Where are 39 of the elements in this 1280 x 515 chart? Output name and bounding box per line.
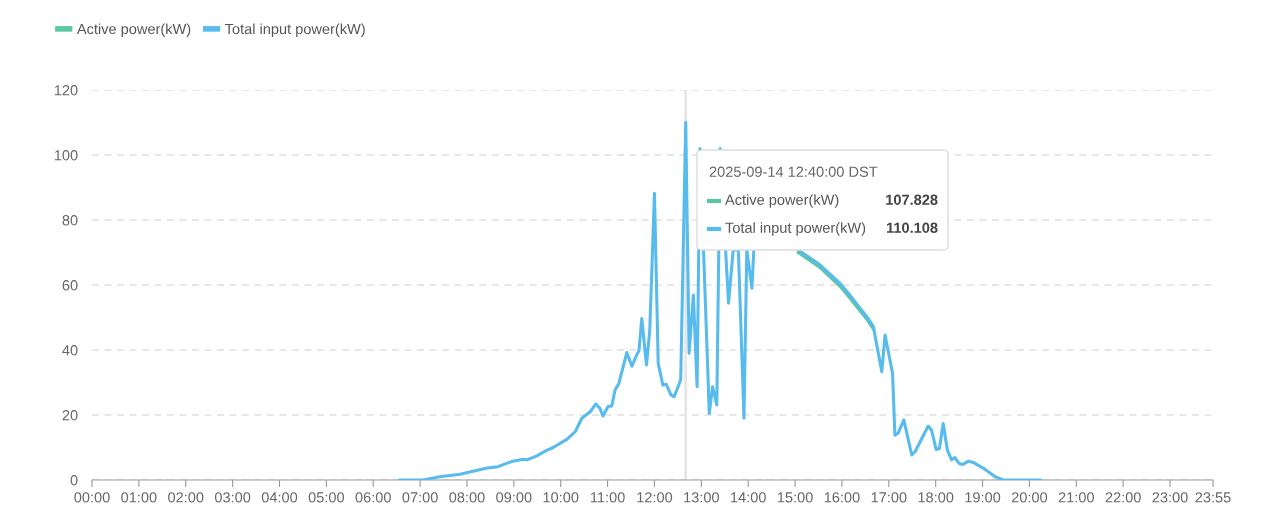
x-tick-label: 15:00 <box>777 492 813 503</box>
x-tick-label: 13:00 <box>684 492 719 503</box>
x-tick-label: 01:00 <box>121 492 157 503</box>
x-tick-label: 17:00 <box>871 492 907 503</box>
y-tick-label: 60 <box>62 280 78 291</box>
x-tick-label: 00:00 <box>74 492 110 503</box>
x-tick-label: 23:00 <box>1152 492 1188 503</box>
x-tick-label: 22:00 <box>1105 492 1141 503</box>
x-tick-label: 14:00 <box>731 492 766 503</box>
x-tick-label: 10:00 <box>543 492 579 503</box>
y-tick-label: 100 <box>54 150 78 161</box>
x-tick-label: 12:00 <box>637 492 673 503</box>
y-tick-label: 120 <box>54 85 78 96</box>
x-tick-label: 11:00 <box>590 492 625 503</box>
y-tick-label: 20 <box>62 410 78 421</box>
x-tick-label: 06:00 <box>355 492 391 503</box>
x-tick-label: 23:55 <box>1195 492 1231 503</box>
annotation: 2025-09-14 12:40:00 DST <box>709 166 878 177</box>
x-tick-label: 02:00 <box>168 492 204 503</box>
y-tick-label: 40 <box>62 345 78 356</box>
annotation: 107.828 <box>886 194 938 205</box>
y-tick-label: 0 <box>70 475 78 486</box>
x-tick-label: 21:00 <box>1058 492 1094 503</box>
x-tick-label: 04:00 <box>261 492 298 503</box>
x-tick-label: 07:00 <box>402 492 438 503</box>
legend-label: Active power(kW) <box>76 23 191 38</box>
x-tick-label: 16:00 <box>824 492 860 503</box>
x-tick-label: 18:00 <box>918 492 954 503</box>
y-tick-label: 80 <box>62 215 78 226</box>
x-tick-label: 08:00 <box>449 492 485 503</box>
legend-label: Total input power(kW) <box>225 23 365 38</box>
x-tick-label: 05:00 <box>308 492 345 503</box>
annotation: Active power(kW) <box>725 194 839 208</box>
x-tick-label: 03:00 <box>214 492 251 503</box>
x-tick-label: 19:00 <box>965 492 1001 503</box>
x-tick-label: 20:00 <box>1011 492 1048 503</box>
x-tick-label: 09:00 <box>496 492 532 503</box>
annotation: Total input power(kW) <box>725 222 866 236</box>
annotation: 110.108 <box>887 222 938 233</box>
